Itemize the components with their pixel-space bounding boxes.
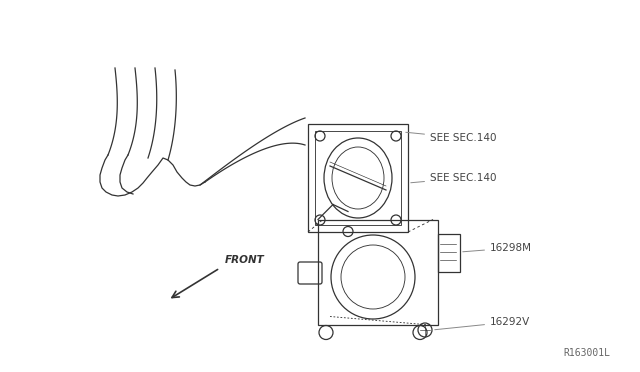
Text: FRONT: FRONT (225, 255, 265, 265)
Text: SEE SEC.140: SEE SEC.140 (411, 173, 497, 183)
Text: R163001L: R163001L (563, 348, 610, 358)
Text: 16298M: 16298M (463, 243, 532, 253)
Text: SEE SEC.140: SEE SEC.140 (406, 132, 497, 143)
Text: 16292V: 16292V (435, 317, 531, 330)
